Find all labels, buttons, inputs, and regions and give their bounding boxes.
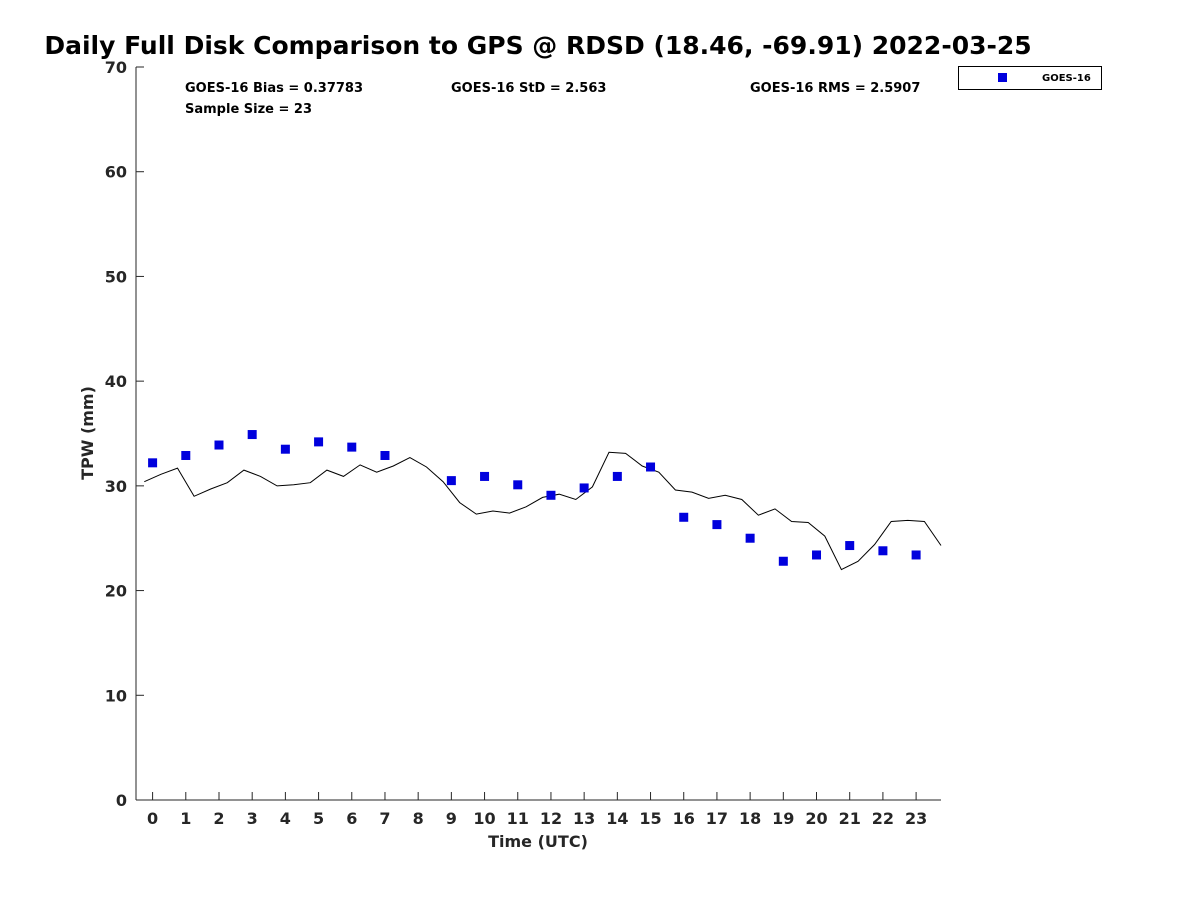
goes16-point (579, 483, 589, 493)
goes16-point (712, 520, 722, 530)
goes16-point (646, 462, 656, 472)
x-tick-label: 19 (772, 809, 794, 828)
legend-marker-square (998, 73, 1007, 82)
goes16-point (280, 444, 290, 454)
goes16-point (214, 440, 224, 450)
x-tick-label: 20 (805, 809, 827, 828)
goes16-point (247, 430, 257, 440)
y-tick-label: 30 (105, 477, 127, 496)
x-tick-label: 23 (905, 809, 927, 828)
x-tick-label: 15 (639, 809, 661, 828)
x-tick-label: 7 (379, 809, 390, 828)
x-tick-label: 22 (872, 809, 894, 828)
goes16-point (812, 550, 822, 560)
x-tick-label: 5 (313, 809, 324, 828)
x-tick-label: 17 (706, 809, 728, 828)
goes16-point (480, 471, 490, 481)
y-tick-label: 70 (105, 58, 127, 77)
goes16-point (778, 556, 788, 566)
x-tick-label: 13 (573, 809, 595, 828)
legend-box (958, 66, 1102, 90)
x-tick-label: 11 (507, 809, 529, 828)
x-tick-label: 4 (280, 809, 291, 828)
x-tick-label: 6 (346, 809, 357, 828)
goes16-point (845, 541, 855, 551)
goes16-point (612, 471, 622, 481)
legend: GOES-16 (958, 66, 1102, 90)
y-tick-label: 50 (105, 267, 127, 286)
y-axis-label: TPW (mm) (78, 386, 97, 480)
x-tick-label: 16 (673, 809, 695, 828)
y-tick-label: 10 (105, 686, 127, 705)
goes16-point (878, 546, 888, 556)
y-tick-label: 60 (105, 163, 127, 182)
gps-line (144, 451, 942, 571)
goes16-point (314, 437, 324, 447)
goes16-point (148, 458, 158, 468)
series-layer (144, 430, 942, 571)
legend-label-goes16: GOES-16 (1042, 73, 1091, 84)
sample-size-stat: Sample Size = 23 (185, 102, 312, 117)
x-axis-label: Time (UTC) (488, 832, 588, 851)
x-tick-label: 8 (413, 809, 424, 828)
goes16-point (546, 490, 556, 500)
goes16-point (513, 480, 523, 490)
goes16-point (446, 476, 456, 486)
goes16-point (347, 442, 357, 452)
goes16-point (181, 450, 191, 460)
x-tick-label: 9 (446, 809, 457, 828)
goes16-point (679, 512, 689, 522)
x-tick-label: 10 (473, 809, 495, 828)
std-stat: GOES-16 StD = 2.563 (451, 81, 606, 96)
x-tick-label: 18 (739, 809, 761, 828)
chart-title: Daily Full Disk Comparison to GPS @ RDSD… (44, 31, 1031, 60)
x-tick-label: 0 (147, 809, 158, 828)
rms-stat: GOES-16 RMS = 2.5907 (750, 81, 920, 96)
y-tick-label: 40 (105, 372, 127, 391)
x-tick-label: 1 (180, 809, 191, 828)
x-tick-label: 3 (247, 809, 258, 828)
x-tick-label: 14 (606, 809, 628, 828)
x-tick-label: 2 (213, 809, 224, 828)
goes16-point (380, 450, 390, 460)
x-tick-label: 21 (839, 809, 861, 828)
x-tick-label: 12 (540, 809, 562, 828)
goes16-point (911, 550, 921, 560)
y-tick-label: 20 (105, 582, 127, 601)
y-tick-label: 0 (116, 791, 127, 810)
bias-stat: GOES-16 Bias = 0.37783 (185, 81, 363, 96)
goes16-point (745, 533, 755, 543)
